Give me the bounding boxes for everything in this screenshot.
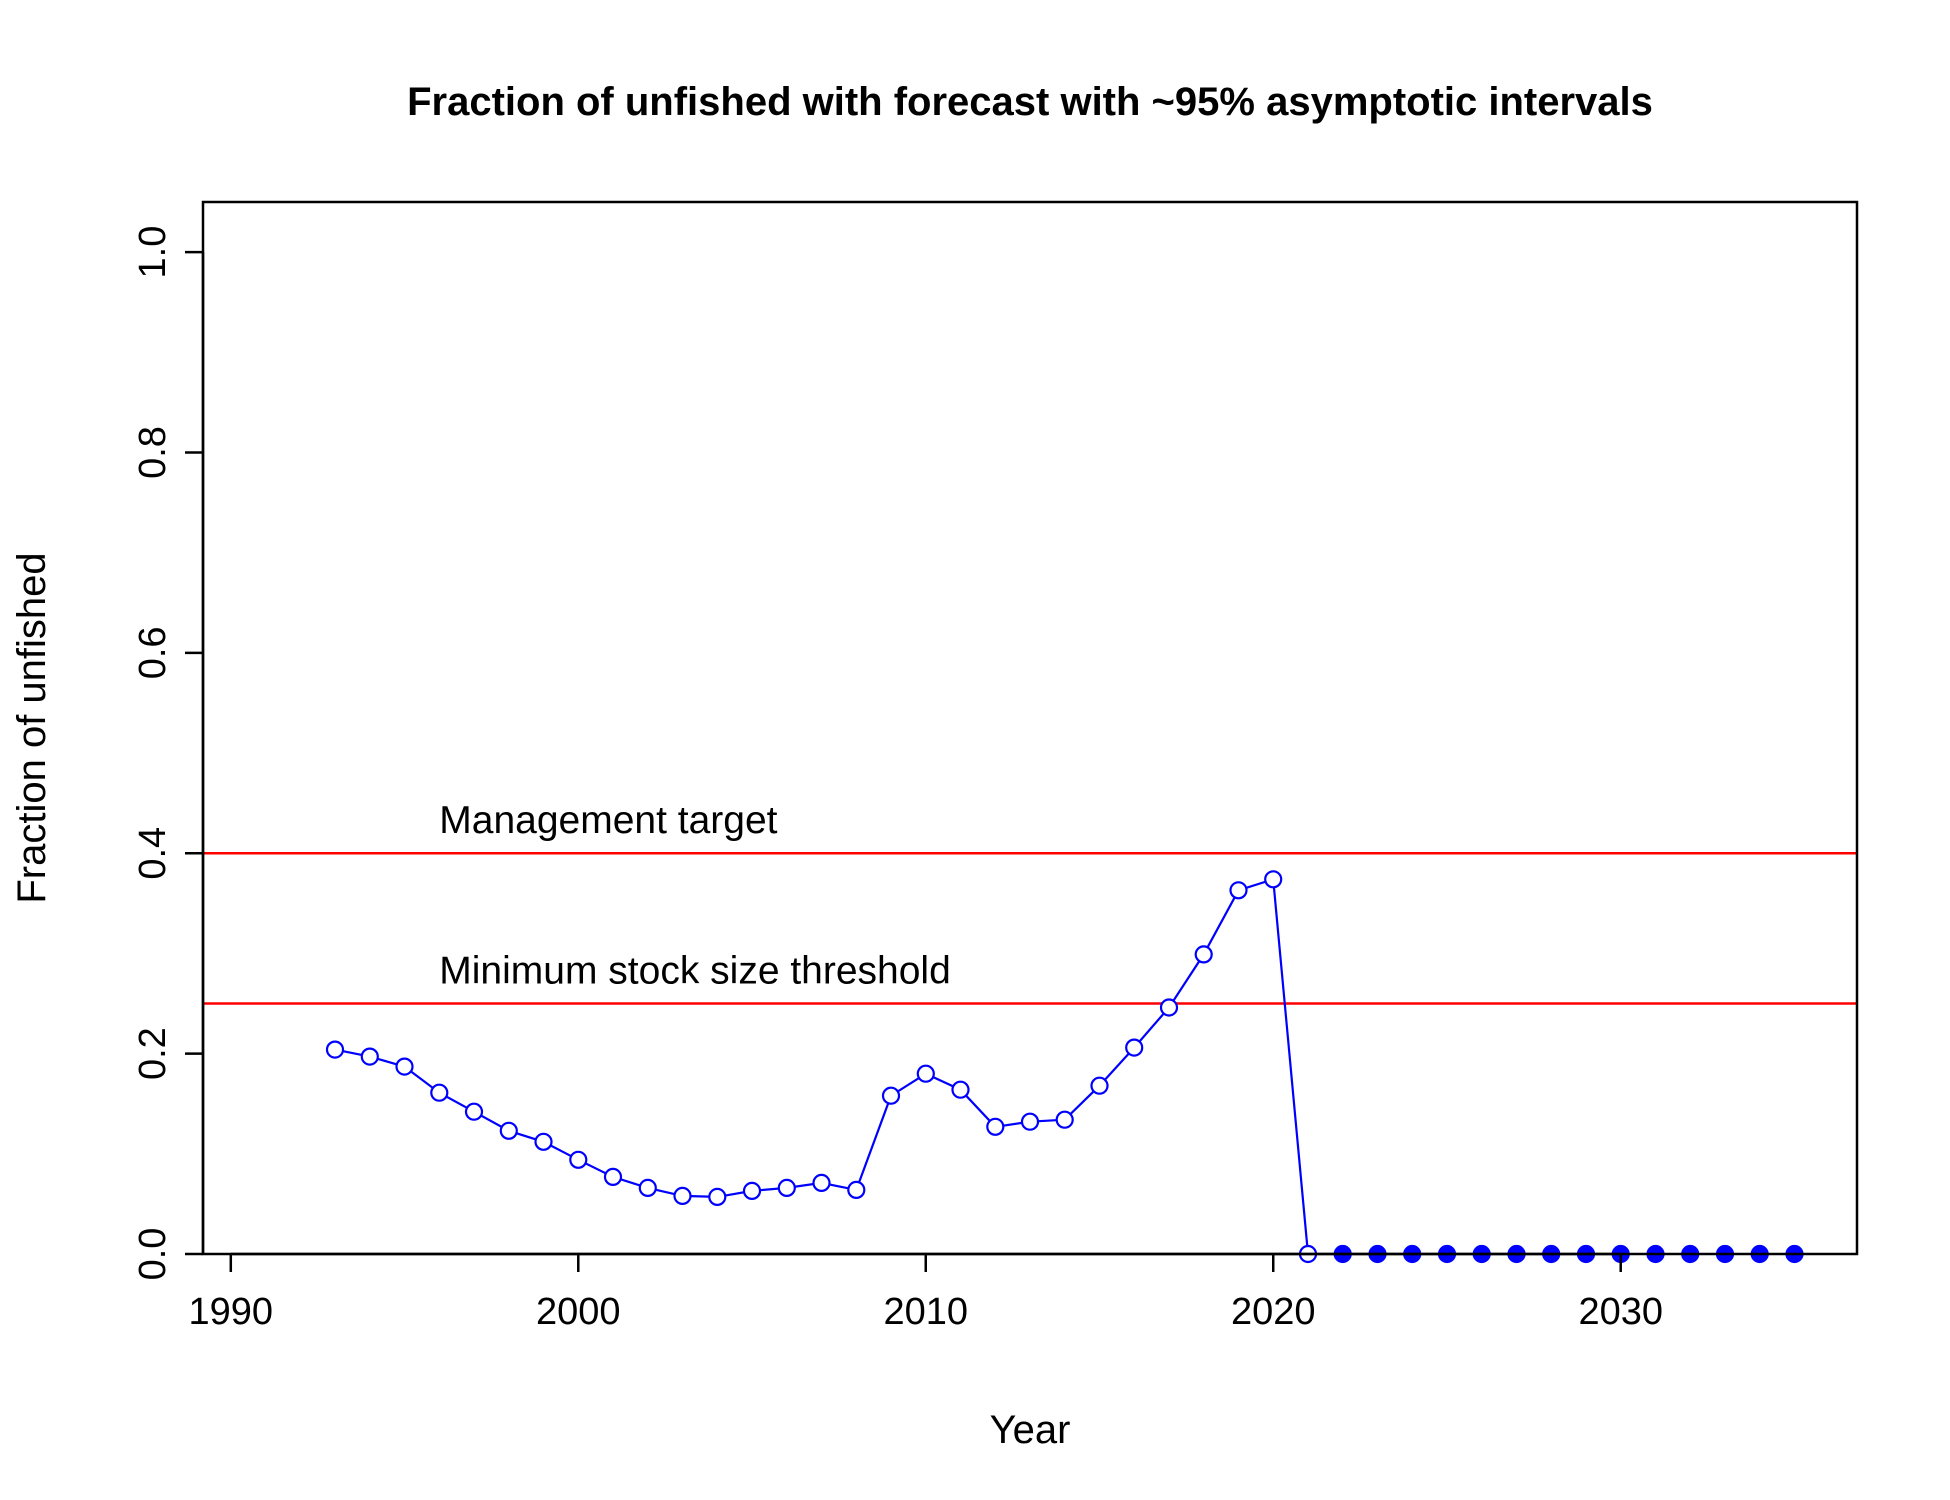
x-tick-label-2: 2010 — [883, 1291, 968, 1333]
series-0-point-12 — [742, 1181, 762, 1201]
series-0-point-17 — [916, 1064, 935, 1083]
chart-title: Fraction of unfished with forecast with … — [407, 80, 1653, 124]
x-tick-label-4: 2030 — [1578, 1291, 1663, 1333]
series-0-point-11 — [708, 1187, 727, 1207]
series-0-point-23 — [1125, 1038, 1144, 1057]
x-axis: 1990 2000 2010 2020 2030 — [189, 1252, 1663, 1333]
series-0-point-26 — [1229, 881, 1248, 900]
series-0-point-10 — [673, 1186, 692, 1206]
y-tick-label-4: 0.8 — [132, 426, 174, 479]
series-layer — [325, 870, 1804, 1264]
y-tick-label-5: 1.0 — [132, 226, 174, 279]
x-axis-label: Year — [990, 1408, 1071, 1452]
x-tick-label-0: 1990 — [189, 1291, 274, 1333]
series-0-point-21 — [1055, 1110, 1074, 1129]
reference-line-label-1: Minimum stock size threshold — [439, 950, 951, 993]
series-0-point-20 — [1020, 1112, 1040, 1131]
series-0-point-0 — [325, 1040, 345, 1059]
series-0-point-8 — [603, 1167, 623, 1187]
series-0-point-18 — [951, 1080, 970, 1099]
series-0-point-4 — [464, 1102, 484, 1121]
y-axis-label: Fraction of unfished — [10, 552, 54, 903]
y-tick-label-0: 0.0 — [132, 1228, 174, 1281]
y-axis: 0.0 0.2 0.4 0.6 0.8 1.0 — [132, 226, 205, 1281]
series-0-point-24 — [1159, 998, 1179, 1017]
series-0-point-25 — [1194, 945, 1213, 964]
series-0-point-5 — [499, 1121, 518, 1140]
series-0-point-9 — [638, 1178, 657, 1198]
reference-line-label-0: Management target — [439, 799, 777, 842]
series-0-point-1 — [360, 1047, 379, 1066]
y-tick-label-3: 0.6 — [132, 626, 174, 679]
y-tick-label-1: 0.2 — [132, 1027, 174, 1080]
series-0-point-13 — [777, 1178, 796, 1198]
plot-frame — [201, 200, 1859, 1256]
series-0-point-7 — [569, 1150, 588, 1169]
series-0-point-6 — [534, 1132, 553, 1151]
reference-lines: Management target Minimum stock size thre… — [203, 799, 1857, 1005]
series-0-point-22 — [1090, 1076, 1109, 1095]
series-0-point-15 — [847, 1180, 866, 1200]
x-tick-label-1: 2000 — [536, 1291, 621, 1333]
series-line-0 — [334, 877, 1310, 1255]
series-0-point-27 — [1264, 870, 1283, 889]
y-tick-label-2: 0.4 — [132, 827, 174, 880]
series-0-point-16 — [881, 1086, 901, 1105]
series-0-point-3 — [430, 1083, 449, 1102]
x-tick-label-3: 2020 — [1231, 1291, 1316, 1333]
series-0-point-14 — [812, 1173, 831, 1193]
series-0-point-2 — [395, 1057, 414, 1076]
series-0-point-19 — [986, 1117, 1005, 1136]
